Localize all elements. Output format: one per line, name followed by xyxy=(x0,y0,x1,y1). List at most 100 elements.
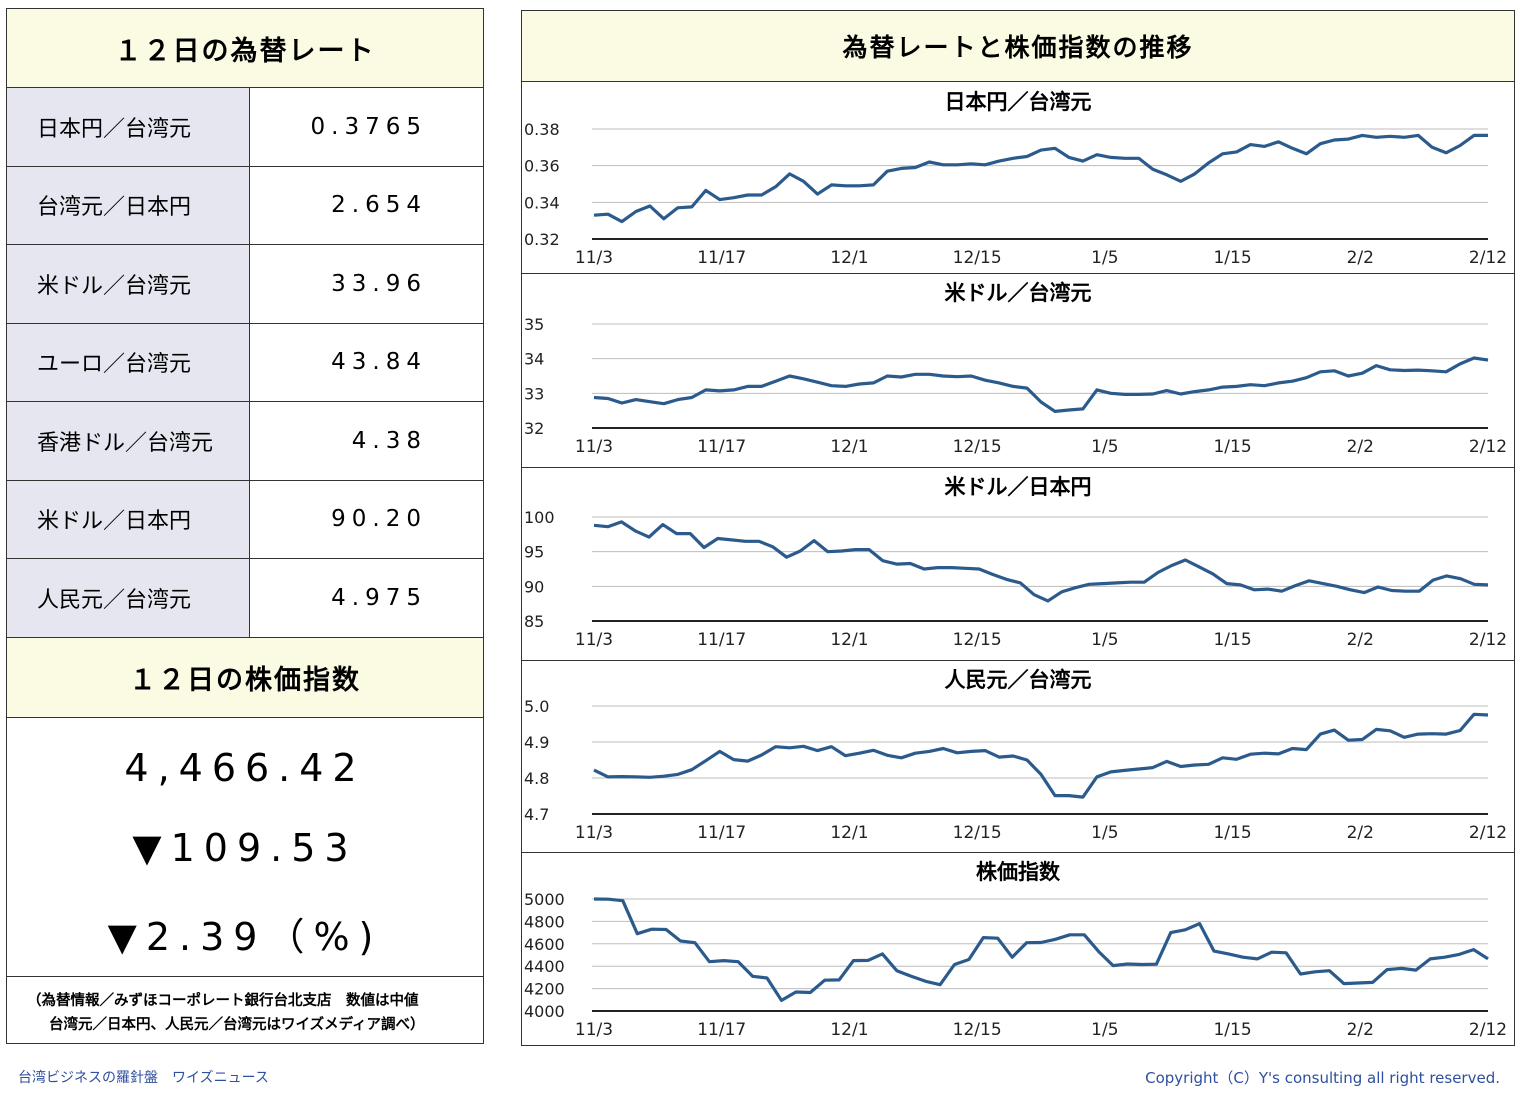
line-chart: 米ドル／日本円 85 90 95 100 11/3 11/17 12/1 12/15 1/5 1/1… xyxy=(524,475,1507,650)
rate-value: 90.20 xyxy=(331,506,427,533)
x-tick-label: 2/12 xyxy=(1469,823,1507,843)
series-line xyxy=(593,520,1489,603)
y-tick-label: 0.36 xyxy=(524,157,560,176)
x-tick-label: 2/2 xyxy=(1347,823,1374,843)
chart-panel: 日本円／台湾元 0.32 0.34 0.36 0.38 11/3 11/17 12/1 12/1… xyxy=(522,83,1514,274)
y-tick-label: 0.34 xyxy=(524,193,560,212)
x-tick-label: 2/12 xyxy=(1469,437,1507,457)
x-tick-label: 2/12 xyxy=(1469,630,1507,650)
rate-value: 33.96 xyxy=(331,270,427,297)
rate-pair-label: 日本円／台湾元 xyxy=(7,88,250,166)
chart-title: 人民元／台湾元 xyxy=(945,668,1092,692)
x-tick-label: 11/3 xyxy=(575,823,613,843)
x-tick-label: 2/2 xyxy=(1347,248,1374,268)
rate-value: 0.3765 xyxy=(310,113,427,140)
line-chart: 米ドル／台湾元 32 33 34 35 11/3 11/17 12/1 12/15 1/5 1/15… xyxy=(524,281,1507,457)
rate-pair-label: 香港ドル／台湾元 xyxy=(7,402,250,480)
rate-value: 2.654 xyxy=(331,192,427,219)
line-chart: 株価指数 4000 4200 4400 4600 4800 5000 11/3 11/17 12/… xyxy=(524,860,1507,1040)
y-tick-label: 100 xyxy=(524,508,555,527)
stock-change: ▼109.53 xyxy=(132,825,358,870)
x-tick-label: 11/3 xyxy=(575,248,613,268)
line-chart: 人民元／台湾元 4.7 4.8 4.9 5.0 11/3 11/17 12/1 12/15 1/5… xyxy=(524,668,1507,843)
x-tick-label: 2/12 xyxy=(1469,1020,1507,1040)
stock-title: １２日の株価指数 xyxy=(7,637,483,718)
x-tick-label: 1/5 xyxy=(1091,630,1118,650)
y-tick-label: 5000 xyxy=(524,890,565,909)
series-line xyxy=(593,897,1489,1002)
rate-pair-label: 米ドル／日本円 xyxy=(7,480,250,558)
y-tick-label: 34 xyxy=(524,350,544,369)
y-tick-label: 4200 xyxy=(524,980,565,999)
chart-panel: 株価指数 4000 4200 4400 4600 4800 5000 11/3 11/17 12/… xyxy=(522,853,1514,1045)
x-tick-label: 11/3 xyxy=(575,1020,613,1040)
rate-row: 日本円／台湾元 0.3765 xyxy=(7,88,483,167)
y-tick-label: 4.8 xyxy=(524,769,549,788)
y-tick-label: 4.7 xyxy=(524,805,549,824)
y-tick-label: 0.38 xyxy=(524,120,560,139)
source-note-line2: 台湾元／日本円、人民元／台湾元はワイズメディア調べ） xyxy=(49,1016,425,1033)
left-panel: １２日の為替レート 日本円／台湾元 0.3765 台湾元／日本円 2.654 米ドル／台… xyxy=(6,8,484,1044)
rate-pair-label: 台湾元／日本円 xyxy=(7,166,250,244)
rate-value: 43.84 xyxy=(331,349,427,376)
y-tick-label: 33 xyxy=(524,384,544,403)
y-tick-label: 4000 xyxy=(524,1002,565,1021)
x-tick-label: 11/17 xyxy=(697,823,746,843)
x-tick-label: 11/17 xyxy=(697,630,746,650)
stock-summary: 4,466.42 ▼109.53 ▼2.39（%) xyxy=(7,718,483,977)
y-tick-label: 4600 xyxy=(524,935,565,954)
rate-row: 香港ドル／台湾元 4.38 xyxy=(7,402,483,481)
x-tick-label: 12/15 xyxy=(953,630,1002,650)
source-note-line1: （為替情報／みずほコーポレート銀行台北支店 数値は中値 xyxy=(27,992,419,1009)
rate-row: 米ドル／日本円 90.20 xyxy=(7,480,483,559)
x-tick-label: 12/15 xyxy=(953,1020,1002,1040)
stock-index: 4,466.42 xyxy=(124,745,366,790)
y-tick-label: 32 xyxy=(524,419,544,438)
x-tick-label: 12/1 xyxy=(830,248,868,268)
x-tick-label: 11/17 xyxy=(697,1020,746,1040)
y-tick-label: 4800 xyxy=(524,912,565,931)
y-tick-label: 4400 xyxy=(524,957,565,976)
x-tick-label: 1/5 xyxy=(1091,248,1118,268)
rate-pair-label: 米ドル／台湾元 xyxy=(7,245,250,323)
x-tick-label: 2/12 xyxy=(1469,248,1507,268)
charts-panel: 為替レートと株価指数の推移 日本円／台湾元 0.32 0.34 0.36 0.38 11/… xyxy=(521,10,1515,1046)
x-tick-label: 1/5 xyxy=(1091,437,1118,457)
x-tick-label: 12/1 xyxy=(830,437,868,457)
rate-row: 人民元／台湾元 4.975 xyxy=(7,559,483,638)
x-tick-label: 12/15 xyxy=(953,248,1002,268)
footer-copyright: Copyright（C）Y's consulting all right res… xyxy=(1145,1069,1500,1087)
x-tick-label: 12/1 xyxy=(830,630,868,650)
x-tick-label: 12/15 xyxy=(953,437,1002,457)
rate-pair-label: 人民元／台湾元 xyxy=(7,559,250,637)
x-tick-label: 11/17 xyxy=(697,248,746,268)
x-tick-label: 2/2 xyxy=(1347,1020,1374,1040)
chart-panel: 米ドル／日本円 85 90 95 100 11/3 11/17 12/1 12/15 1/5 1/1… xyxy=(522,468,1514,661)
series-line xyxy=(593,712,1489,799)
y-tick-label: 90 xyxy=(524,577,544,596)
rates-title: １２日の為替レート xyxy=(7,9,483,88)
chart-title: 日本円／台湾元 xyxy=(945,90,1092,114)
x-tick-label: 1/15 xyxy=(1213,248,1251,268)
x-tick-label: 12/15 xyxy=(953,823,1002,843)
rate-row: ユーロ／台湾元 43.84 xyxy=(7,323,483,402)
x-tick-label: 1/5 xyxy=(1091,1020,1118,1040)
x-tick-label: 1/15 xyxy=(1213,823,1251,843)
rate-row: 米ドル／台湾元 33.96 xyxy=(7,245,483,324)
charts-title: 為替レートと株価指数の推移 xyxy=(522,11,1514,82)
rate-value: 4.975 xyxy=(331,584,427,611)
chart-panel: 人民元／台湾元 4.7 4.8 4.9 5.0 11/3 11/17 12/1 12/15 1/5… xyxy=(522,661,1514,853)
series-line xyxy=(593,133,1488,224)
rate-pair-label: ユーロ／台湾元 xyxy=(7,323,250,401)
chart-title: 米ドル／日本円 xyxy=(945,475,1092,499)
x-tick-label: 1/15 xyxy=(1213,630,1251,650)
line-chart: 日本円／台湾元 0.32 0.34 0.36 0.38 11/3 11/17 12/1 12/1… xyxy=(524,90,1507,268)
rates-table: 日本円／台湾元 0.3765 台湾元／日本円 2.654 米ドル／台湾元 33.96 ユーロ… xyxy=(7,88,483,638)
x-tick-label: 12/1 xyxy=(830,1020,868,1040)
chart-panel: 米ドル／台湾元 32 33 34 35 11/3 11/17 12/1 12/15 1/5 1/15… xyxy=(522,274,1514,468)
x-tick-label: 11/3 xyxy=(575,630,613,650)
x-tick-label: 1/15 xyxy=(1213,1020,1251,1040)
chart-title: 米ドル／台湾元 xyxy=(945,281,1092,305)
x-tick-label: 11/17 xyxy=(697,437,746,457)
y-tick-label: 0.32 xyxy=(524,230,560,249)
